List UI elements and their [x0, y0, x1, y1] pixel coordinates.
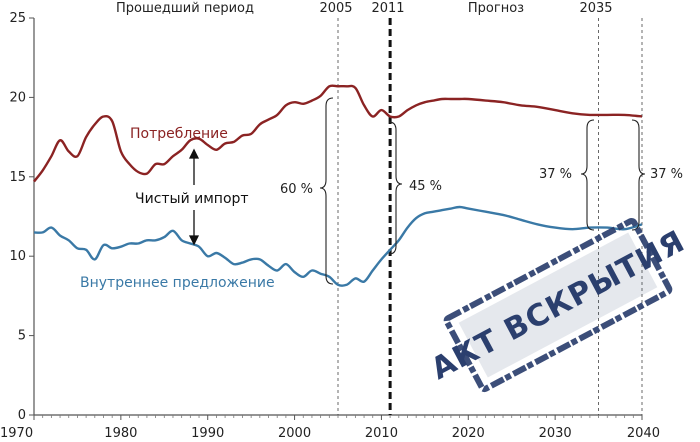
pct-2035-right: 37 %: [650, 167, 683, 182]
pct-2005: 60 %: [280, 182, 313, 197]
label-year-2035: 2035: [579, 1, 612, 16]
brace-2011: [388, 121, 403, 255]
y-tick-label: 10: [9, 249, 26, 264]
net-import-arrow: [188, 148, 200, 246]
label-past-period: Прошедший период: [116, 1, 254, 16]
x-tick-label: 2030: [539, 426, 572, 441]
brace-2035-left: [580, 119, 595, 231]
pct-2035-left: 37 %: [539, 167, 572, 182]
label-domestic-supply: Внутреннее предложение: [80, 275, 275, 291]
guide-lines: [337, 18, 643, 415]
x-tick-label: 1980: [104, 426, 137, 441]
pct-2011: 45 %: [409, 179, 442, 194]
label-year-2005: 2005: [319, 1, 352, 16]
x-tick-label: 2020: [452, 426, 485, 441]
series-line-consumption: [33, 84, 643, 183]
label-forecast: Прогноз: [468, 1, 524, 16]
chart-series: [33, 84, 643, 287]
label-consumption: Потребление: [130, 126, 228, 142]
y-tick-label: 5: [18, 329, 26, 344]
stamp: АКТ ВСКРЫТИЯ: [426, 217, 691, 393]
label-net-import: Чистый импорт: [135, 191, 249, 207]
y-tick-label: 15: [9, 170, 26, 185]
x-tick-label: 1970: [0, 426, 33, 441]
label-year-2011: 2011: [371, 1, 404, 16]
braces: [319, 97, 646, 285]
x-tick-label: 2040: [627, 426, 660, 441]
chart-axes: 0 5 10 15 20 25 1970 1980 1990 2000 2010 2020 2030 20…: [0, 11, 660, 441]
x-tick-label: 2010: [365, 426, 398, 441]
stamp-text: АКТ ВСКРЫТИЯ: [426, 224, 691, 387]
y-tick-label: 0: [18, 408, 26, 423]
y-tick-label: 20: [9, 90, 26, 105]
x-tick-label: 1990: [191, 426, 224, 441]
brace-2005: [319, 97, 334, 285]
series-line-domestic-supply: [33, 205, 643, 287]
x-tick-label: 2000: [278, 426, 311, 441]
brace-2035-right: [631, 119, 646, 231]
y-tick-label: 25: [9, 11, 26, 26]
